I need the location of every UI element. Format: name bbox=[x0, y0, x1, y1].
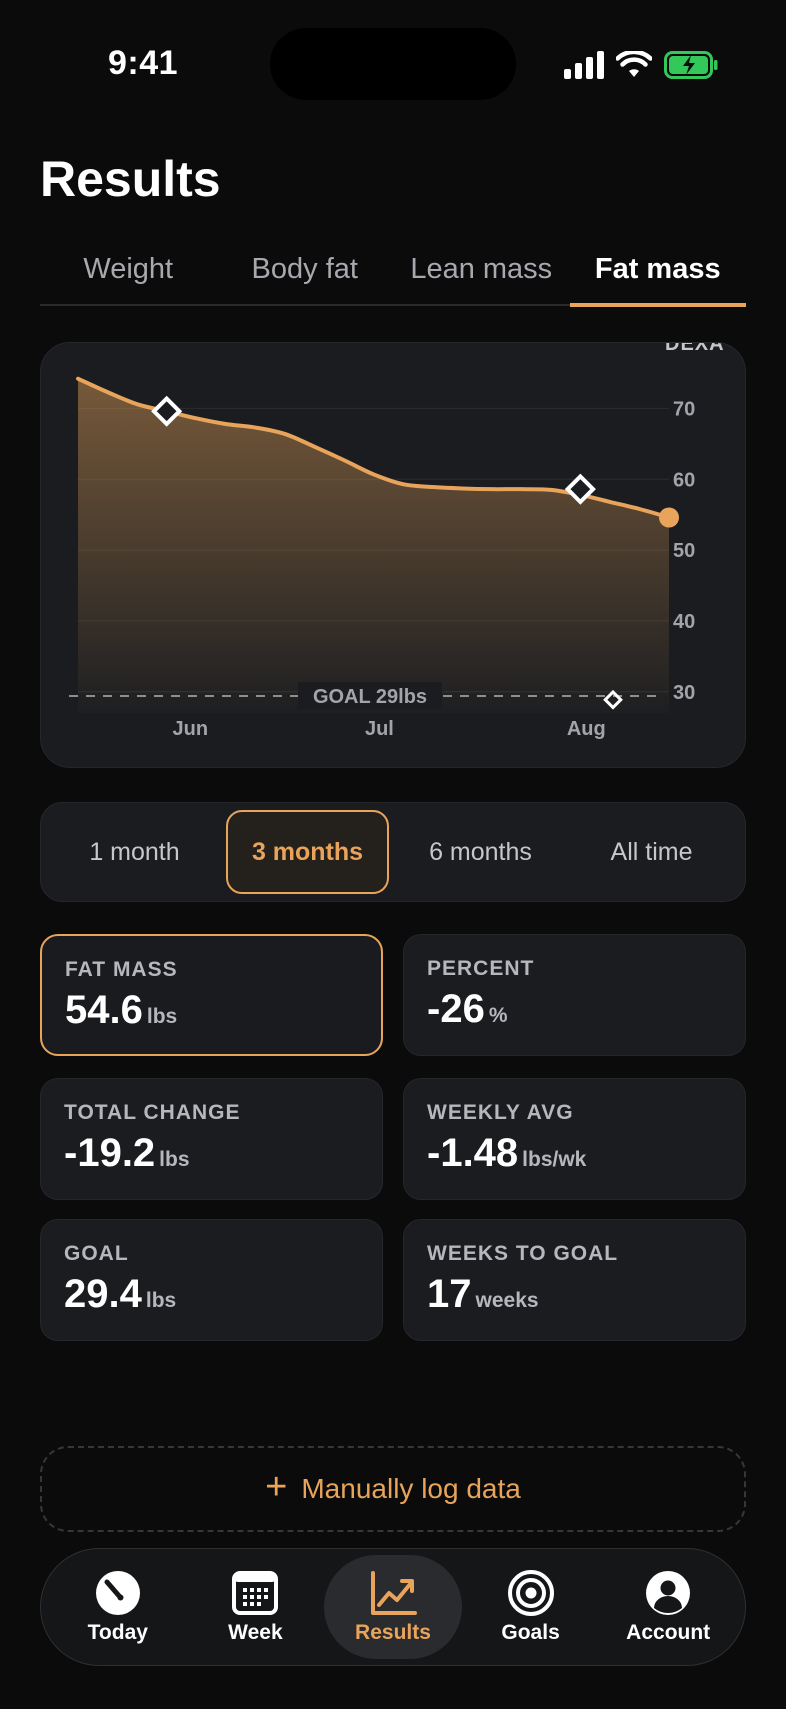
status-time: 9:41 bbox=[108, 44, 179, 82]
stat-label: TOTAL CHANGE bbox=[64, 1101, 241, 1124]
stat-percent[interactable]: PERCENT -26% bbox=[403, 934, 746, 1056]
stat-unit: lbs bbox=[145, 1289, 177, 1312]
stat-number: 17 bbox=[427, 1272, 472, 1316]
stat-value: 54.6 lbs bbox=[65, 988, 359, 1033]
tab-body-fat[interactable]: Body fat bbox=[251, 253, 358, 285]
range-1-month[interactable]: 1 month bbox=[89, 838, 180, 866]
nav-label: Goals bbox=[501, 1621, 560, 1644]
stat-value: -19.2 lbs bbox=[64, 1131, 360, 1176]
range-6-months[interactable]: 6 months bbox=[429, 838, 532, 866]
y-tick-label: 60 bbox=[673, 469, 695, 491]
legend-label: DEXA bbox=[665, 343, 725, 355]
signal-icon bbox=[564, 51, 604, 79]
status-icons bbox=[564, 48, 718, 82]
stat-unit: lbs/wk bbox=[522, 1148, 587, 1171]
dexa-diamond-icon bbox=[603, 689, 623, 710]
x-tick-label: Jun bbox=[173, 718, 209, 740]
manually-log-data-button[interactable]: + Manually log data bbox=[40, 1446, 746, 1532]
person-icon bbox=[646, 1571, 691, 1615]
stat-total-change[interactable]: TOTAL CHANGE -19.2 lbs bbox=[40, 1078, 383, 1200]
stat-number: -1.48 bbox=[427, 1131, 519, 1175]
nav-label: Account bbox=[626, 1621, 711, 1644]
nav-goals[interactable]: Goals bbox=[462, 1555, 600, 1659]
range-all-time[interactable]: All time bbox=[610, 838, 693, 866]
goal-label: GOAL 29lbs bbox=[313, 686, 427, 708]
calendar-icon bbox=[232, 1571, 279, 1615]
stat-value: -1.48 lbs/wk bbox=[427, 1131, 723, 1176]
stat-number: 54.6 bbox=[65, 988, 143, 1032]
stat-unit: lbs bbox=[159, 1148, 190, 1171]
plus-icon: + bbox=[265, 1466, 288, 1508]
goal-label-bg bbox=[298, 682, 442, 710]
tab-fat-mass[interactable]: Fat mass bbox=[569, 240, 747, 307]
log-button-label: Manually log data bbox=[301, 1473, 521, 1504]
area-fill bbox=[78, 378, 669, 713]
stat-label: WEEKLY AVG bbox=[427, 1101, 574, 1124]
stat-label: PERCENT bbox=[427, 957, 535, 980]
stat-label: FAT MASS bbox=[65, 958, 178, 981]
nav-today[interactable]: Today bbox=[49, 1555, 187, 1659]
stat-value: 17 weeks bbox=[427, 1272, 723, 1317]
stat-unit: weeks bbox=[475, 1289, 539, 1312]
battery-icon bbox=[664, 51, 718, 79]
x-tick-label: Jul bbox=[365, 718, 394, 740]
stat-number: 29.4 bbox=[64, 1272, 142, 1316]
trend-chart-icon bbox=[370, 1571, 417, 1615]
stat-number: -19.2 bbox=[64, 1131, 156, 1175]
nav-label: Results bbox=[355, 1621, 431, 1644]
dexa-marker[interactable] bbox=[151, 395, 183, 427]
nav-label: Week bbox=[228, 1621, 283, 1644]
metric-tabs: Weight Body fat Lean mass Fat mass bbox=[40, 240, 747, 307]
y-tick-label: 70 bbox=[673, 398, 695, 420]
y-tick-label: 30 bbox=[673, 682, 695, 704]
tab-weight[interactable]: Weight bbox=[83, 253, 174, 285]
dexa-marker[interactable] bbox=[564, 473, 596, 505]
time-range-selector: 1 month 3 months 6 months All time bbox=[40, 802, 746, 902]
stat-label: GOAL bbox=[64, 1242, 129, 1265]
stat-fat-mass[interactable]: FAT MASS 54.6 lbs bbox=[40, 934, 383, 1056]
stat-unit: % bbox=[488, 1004, 508, 1027]
stat-goal[interactable]: GOAL 29.4 lbs bbox=[40, 1219, 383, 1341]
stat-number: -26 bbox=[427, 987, 485, 1031]
chart-card: GOAL 29lbs 70 60 50 40 30 Jun Jul Aug DEXA bbox=[40, 342, 746, 768]
stat-weekly-avg[interactable]: WEEKLY AVG -1.48 lbs/wk bbox=[403, 1078, 746, 1200]
y-tick-label: 50 bbox=[673, 540, 695, 562]
page-title: Results bbox=[40, 151, 221, 207]
nav-results[interactable]: Results bbox=[324, 1555, 462, 1659]
bottom-nav: Today Week Results Goals bbox=[40, 1548, 746, 1666]
target-icon bbox=[507, 1570, 554, 1616]
nav-account[interactable]: Account bbox=[599, 1555, 737, 1659]
nav-label: Today bbox=[87, 1621, 148, 1644]
stat-label: WEEKS TO GOAL bbox=[427, 1242, 619, 1265]
wifi-icon bbox=[616, 51, 652, 77]
y-tick-label: 40 bbox=[673, 611, 695, 633]
stat-weeks-to-goal[interactable]: WEEKS TO GOAL 17 weeks bbox=[403, 1219, 746, 1341]
fat-mass-chart[interactable]: GOAL 29lbs 70 60 50 40 30 Jun Jul Aug DEXA bbox=[41, 343, 746, 768]
x-tick-label: Aug bbox=[567, 718, 606, 740]
gauge-icon bbox=[95, 1571, 140, 1615]
status-bar: 9:41 bbox=[0, 0, 786, 130]
stat-unit: lbs bbox=[146, 1005, 178, 1028]
dynamic-island bbox=[270, 28, 516, 100]
legend: DEXA bbox=[603, 343, 725, 710]
nav-week[interactable]: Week bbox=[187, 1555, 325, 1659]
range-3-months[interactable]: 3 months bbox=[226, 810, 389, 894]
stat-value: -26% bbox=[427, 987, 723, 1032]
tab-lean-mass[interactable]: Lean mass bbox=[410, 253, 553, 285]
stat-value: 29.4 lbs bbox=[64, 1272, 360, 1317]
current-point[interactable] bbox=[659, 507, 679, 528]
